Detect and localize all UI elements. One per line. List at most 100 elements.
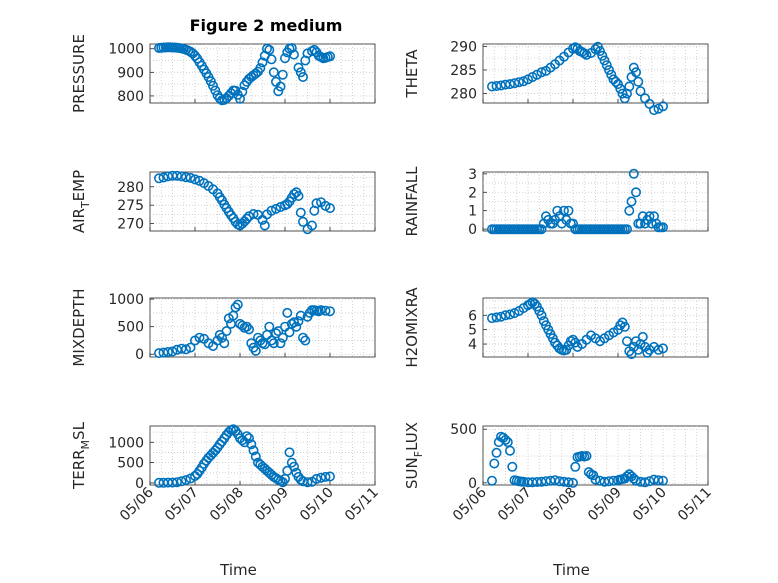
subplot-mixdepth: 0 500 1000 MIXDEPTH (70, 288, 376, 367)
data-point (495, 80, 506, 91)
y-tick-label: 280 (117, 180, 144, 196)
x-tick-label: 05/09 (585, 485, 625, 525)
subplot-theta: 280 285 290 THETA (403, 39, 709, 116)
data-point (286, 42, 297, 53)
data-point (194, 332, 205, 343)
data-point (275, 81, 286, 92)
data-point (282, 307, 293, 318)
data-point (268, 67, 279, 78)
y-axis-label: TERRMSL (70, 421, 92, 490)
data-point (581, 450, 592, 461)
data-point (507, 461, 518, 472)
data-point (279, 53, 290, 64)
data-point (230, 302, 241, 313)
data-point (273, 326, 284, 337)
data-point (270, 328, 281, 339)
data-point (264, 44, 275, 55)
data-point (295, 474, 306, 485)
data-point (491, 81, 502, 92)
data-point (302, 477, 313, 488)
y-axis-label: MIXDEPTH (70, 288, 88, 366)
data-point (536, 224, 547, 235)
x-tick-label: 05/10 (297, 485, 337, 525)
x-tick-label: 05/08 (207, 485, 247, 525)
y-tick-label: 900 (117, 65, 144, 81)
data-point (295, 207, 306, 218)
data-point (536, 310, 547, 321)
data-point (158, 172, 169, 183)
y-tick-label: 1000 (108, 42, 144, 58)
data-point (486, 475, 497, 486)
data-point (608, 475, 619, 486)
data-point (266, 205, 277, 216)
data-point (628, 168, 639, 179)
data-point (266, 54, 277, 65)
y-tick-label: 275 (117, 198, 144, 214)
y-tick-label: 0 (468, 476, 477, 492)
y-tick-label: 1000 (108, 435, 144, 451)
data-point (504, 445, 515, 456)
data-point (172, 170, 183, 181)
data-point (621, 224, 632, 235)
data-point (621, 471, 632, 482)
data-point (558, 205, 569, 216)
data-point (190, 174, 201, 185)
data-point (270, 203, 281, 214)
data-point (630, 187, 641, 198)
data-point (630, 67, 641, 78)
data-point (248, 209, 259, 220)
data-point (273, 86, 284, 97)
y-axis-label: RAINFALL (403, 166, 421, 237)
data-point (266, 335, 277, 346)
y-axis-label: H2OMIXRA (403, 287, 421, 368)
x-axis-label: Time (552, 561, 590, 579)
y-tick-label: 800 (117, 89, 144, 105)
data-point (181, 172, 192, 183)
data-point (500, 79, 511, 90)
data-point (657, 475, 668, 486)
data-point (248, 445, 259, 456)
x-tick-label: 05/09 (252, 485, 292, 525)
data-point (619, 321, 630, 332)
data-point (311, 198, 322, 209)
data-point (250, 451, 261, 462)
data-point (529, 298, 540, 309)
x-tick-label: 05/11 (342, 485, 382, 525)
data-point (250, 345, 261, 356)
y-tick-label: 500 (450, 422, 477, 438)
data-point (185, 342, 196, 353)
subplot-pressure: 800 900 1000 PRESSURE (70, 34, 376, 113)
data-point (657, 101, 668, 112)
y-tick-label: 280 (450, 87, 477, 103)
y-tick-label: 290 (450, 39, 477, 55)
data-point (657, 222, 668, 233)
data-point (597, 50, 608, 61)
data-point (489, 458, 500, 469)
y-axis-label: SUNFLUX (403, 422, 425, 489)
data-point (320, 305, 331, 316)
data-point (637, 331, 648, 342)
data-point (495, 311, 506, 322)
data-point (648, 105, 659, 116)
data-point (293, 191, 304, 202)
data-point (293, 316, 304, 327)
data-point (255, 63, 266, 74)
y-tick-label: 5 (468, 323, 477, 339)
data-point (619, 93, 630, 104)
data-point (306, 220, 317, 231)
data-point (176, 171, 187, 182)
data-point (615, 320, 626, 331)
data-point (624, 205, 635, 216)
data-point (277, 69, 288, 80)
data-point (504, 309, 515, 320)
data-point (244, 324, 255, 335)
data-point (552, 205, 563, 216)
data-point (630, 475, 641, 486)
subplot-air_temp: 270 275 280 AIRTEMP (70, 170, 376, 235)
y-tick-label: 270 (117, 217, 144, 233)
data-point (291, 321, 302, 332)
data-point (617, 88, 628, 99)
data-point (565, 336, 576, 347)
data-point (176, 476, 187, 487)
data-point (612, 79, 623, 90)
